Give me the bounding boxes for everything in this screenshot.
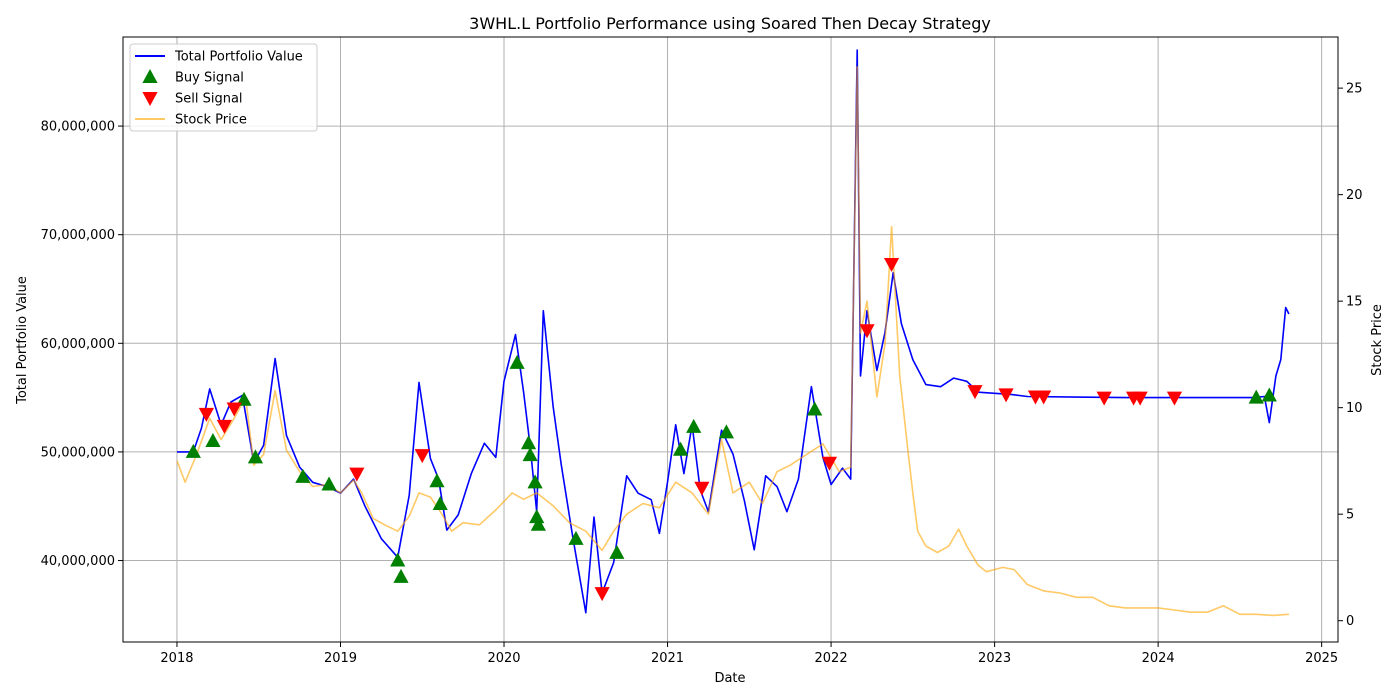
- sell-signal-marker: [1166, 391, 1183, 406]
- buy-signal-marker: [529, 509, 545, 524]
- sell-signal-marker: [859, 324, 875, 339]
- legend-label-portfolio: Total Portfolio Value: [174, 50, 303, 65]
- legend-label-sell: Sell Signal: [175, 92, 243, 107]
- y-right-tick-label: 10: [1346, 401, 1363, 416]
- legend-label-buy: Buy Signal: [175, 71, 244, 86]
- sell-signal-marker: [1096, 391, 1112, 406]
- sell-signal-marker: [1132, 391, 1148, 406]
- buy-signal-marker: [295, 468, 311, 483]
- x-tick-label: 2024: [1142, 651, 1175, 666]
- sell-signal-marker: [198, 407, 214, 422]
- legend-swatch-buy: [142, 69, 158, 83]
- buy-signal-marker: [205, 433, 221, 448]
- buy-signal-marker: [718, 424, 735, 439]
- buy-signal-marker: [1261, 387, 1277, 402]
- y-right-tick-label: 20: [1346, 188, 1363, 203]
- sell-signal-marker: [226, 402, 242, 417]
- x-tick-label: 2021: [651, 651, 684, 666]
- x-tick-label: 2019: [324, 651, 357, 666]
- buy-signal-marker: [686, 418, 702, 433]
- buy-signal-marker: [432, 496, 448, 511]
- buy-signal-marker: [673, 441, 689, 456]
- legend-box: [129, 43, 318, 132]
- signal-markers: [185, 258, 1277, 602]
- buy-signal-marker: [390, 552, 406, 567]
- y-left-tick-label: 80,000,000: [41, 120, 115, 135]
- buy-signal-marker: [520, 435, 537, 450]
- legend: Total Portfolio Value Buy Signal Sell Sign…: [129, 43, 318, 132]
- grid-lines: [123, 37, 1338, 642]
- plot-frame: [122, 36, 1339, 643]
- buy-signal-marker: [1248, 389, 1264, 404]
- y-left-tick-label: 40,000,000: [41, 554, 115, 569]
- buy-signal-marker: [247, 449, 264, 464]
- buy-signal-marker: [530, 516, 546, 531]
- sell-signal-marker: [414, 449, 430, 464]
- buy-signal-marker: [236, 391, 252, 406]
- y-axis-left-title: Total Portfolio Value: [15, 276, 30, 405]
- y-right-tick-label: 25: [1346, 82, 1363, 97]
- sell-signal-marker: [694, 481, 710, 496]
- sell-signal-marker: [216, 419, 232, 434]
- y-right-tick-label: 15: [1346, 295, 1363, 310]
- axes: 2018 2019 2020 2021 2022 2023 2024 202540,000,0…: [41, 82, 1363, 666]
- sell-signal-marker: [594, 587, 610, 602]
- sell-signal-marker: [821, 456, 838, 471]
- legend-swatch-sell: [142, 92, 158, 106]
- stock-price-line: [176, 66, 1289, 617]
- sell-signal-marker: [349, 467, 365, 482]
- buy-signal-marker: [609, 544, 625, 559]
- x-tick-label: 2023: [978, 651, 1011, 666]
- buy-signal-marker: [429, 473, 445, 488]
- series-layer: [176, 49, 1290, 617]
- buy-signal-marker: [522, 447, 538, 462]
- sell-signal-marker: [998, 388, 1014, 403]
- buy-signal-marker: [393, 568, 409, 583]
- buy-signal-marker: [527, 474, 543, 489]
- buy-signal-marker: [807, 401, 823, 416]
- portfolio-value-line: [177, 49, 1290, 614]
- y-right-tick-label: 0: [1346, 614, 1354, 629]
- x-tick-label: 2025: [1305, 651, 1338, 666]
- buy-signal-marker: [568, 530, 584, 545]
- chart-title: 3WHL.L Portfolio Performance using Soare…: [469, 14, 991, 33]
- buy-signal-marker: [509, 354, 525, 369]
- x-axis-title: Date: [714, 671, 745, 686]
- buy-signal-marker: [321, 476, 337, 491]
- y-left-tick-label: 60,000,000: [41, 337, 115, 352]
- y-right-tick-label: 5: [1346, 508, 1354, 523]
- x-tick-label: 2018: [160, 651, 193, 666]
- legend-label-stock: Stock Price: [175, 113, 247, 128]
- y-axis-right-title: Stock Price: [1370, 304, 1385, 376]
- y-left-tick-label: 50,000,000: [41, 445, 115, 460]
- sell-signal-marker: [883, 258, 900, 273]
- x-tick-label: 2022: [815, 651, 848, 666]
- sell-signal-marker: [967, 385, 983, 400]
- x-tick-label: 2020: [487, 651, 520, 666]
- sell-signal-marker: [1036, 390, 1052, 405]
- y-left-tick-label: 70,000,000: [41, 228, 115, 243]
- buy-signal-marker: [185, 443, 201, 458]
